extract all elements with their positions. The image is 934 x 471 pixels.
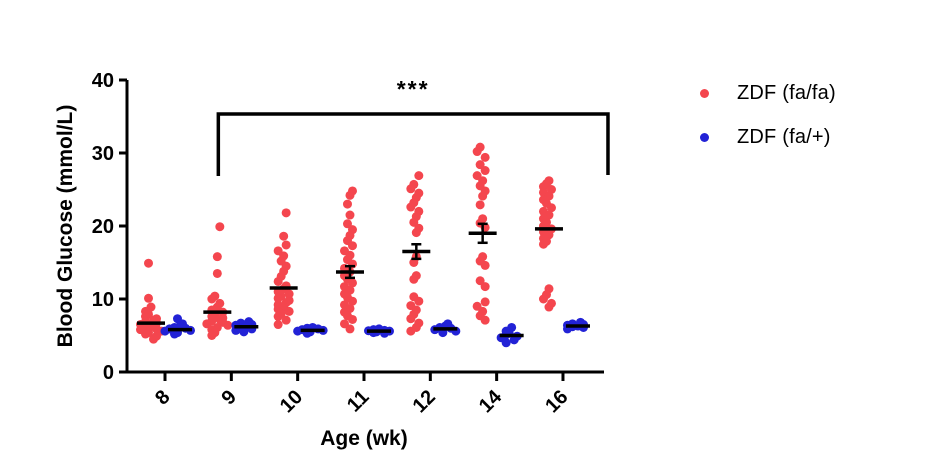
data-point — [409, 258, 419, 267]
significance-label: *** — [397, 76, 430, 102]
data-point — [149, 334, 158, 344]
data-point — [406, 326, 416, 336]
data-point — [347, 278, 357, 288]
x-tick-label: 12 — [409, 386, 440, 417]
legend-item-zdf-fafa: ZDF (fa/fa) — [700, 71, 836, 115]
y-tick-label: 20 — [92, 216, 114, 238]
data-point — [414, 296, 424, 306]
data-point — [480, 282, 490, 292]
data-point — [273, 293, 283, 303]
data-point — [347, 241, 357, 251]
data-point — [472, 147, 482, 157]
data-point — [480, 315, 490, 325]
data-point — [281, 315, 291, 325]
data-point — [293, 326, 303, 336]
y-tick-label: 40 — [92, 70, 114, 92]
data-point — [480, 297, 490, 307]
data-point — [475, 276, 485, 286]
data-point — [212, 268, 222, 278]
chart-legend: ZDF (fa/fa) ZDF (fa/+) — [700, 71, 836, 159]
data-point — [273, 312, 283, 322]
y-axis-title: Blood Glucose (mmol/L) — [54, 105, 77, 348]
data-point — [284, 306, 294, 316]
y-tick-label: 10 — [92, 289, 114, 311]
data-point — [406, 184, 416, 194]
x-axis-title: Age (wk) — [320, 427, 408, 450]
data-point — [342, 199, 352, 209]
data-point — [475, 200, 485, 210]
x-tick-label: 8 — [151, 386, 174, 409]
data-point — [279, 231, 289, 241]
data-point — [284, 289, 294, 299]
x-tick-label: 10 — [276, 386, 307, 417]
data-point — [273, 320, 283, 330]
legend-label-zdf-fafa: ZDF (fa/fa) — [737, 81, 836, 104]
data-point — [411, 228, 421, 238]
data-point — [406, 314, 416, 324]
data-point — [342, 219, 352, 229]
data-point — [406, 202, 416, 212]
data-point — [239, 327, 249, 337]
data-point — [144, 258, 153, 268]
data-point — [223, 320, 233, 330]
data-point — [480, 260, 490, 270]
data-point — [345, 210, 355, 220]
data-point — [207, 331, 217, 340]
data-point — [281, 208, 291, 218]
data-point — [347, 314, 357, 324]
data-point — [281, 240, 291, 250]
data-point — [160, 326, 170, 336]
data-point — [345, 190, 355, 200]
data-point — [509, 335, 519, 345]
legend-label-zdf-fa-plus: ZDF (fa/+) — [737, 125, 831, 148]
data-point — [141, 329, 150, 339]
y-tick-label: 30 — [92, 143, 114, 165]
legend-item-zdf-fa-plus: ZDF (fa/+) — [700, 115, 836, 159]
data-point — [212, 252, 222, 262]
legend-blue-dot-icon — [700, 132, 709, 142]
data-point — [478, 191, 488, 201]
data-point — [409, 274, 419, 284]
data-point — [414, 171, 424, 181]
data-point — [501, 338, 511, 348]
data-point — [475, 160, 485, 170]
significance-bracket — [216, 112, 610, 176]
data-point — [546, 203, 556, 213]
x-tick-label: 16 — [541, 386, 572, 417]
data-point — [207, 294, 217, 304]
data-point — [544, 302, 554, 312]
data-point — [538, 294, 548, 304]
data-point — [202, 319, 212, 329]
data-point — [409, 217, 419, 227]
data-point — [215, 222, 225, 232]
series-zdf-fafa — [136, 142, 556, 344]
data-point — [480, 166, 490, 176]
y-tick-label: 0 — [103, 362, 114, 384]
legend-red-dot-icon — [700, 88, 709, 98]
x-tick-label: 9 — [217, 386, 240, 409]
data-point — [538, 239, 548, 249]
data-point — [144, 293, 153, 303]
data-point — [273, 276, 283, 286]
x-tick-label: 11 — [343, 386, 374, 417]
data-point — [480, 152, 490, 162]
data-point — [345, 324, 355, 334]
data-point — [347, 296, 357, 306]
x-tick-label: 14 — [475, 385, 507, 417]
data-point — [170, 329, 179, 339]
